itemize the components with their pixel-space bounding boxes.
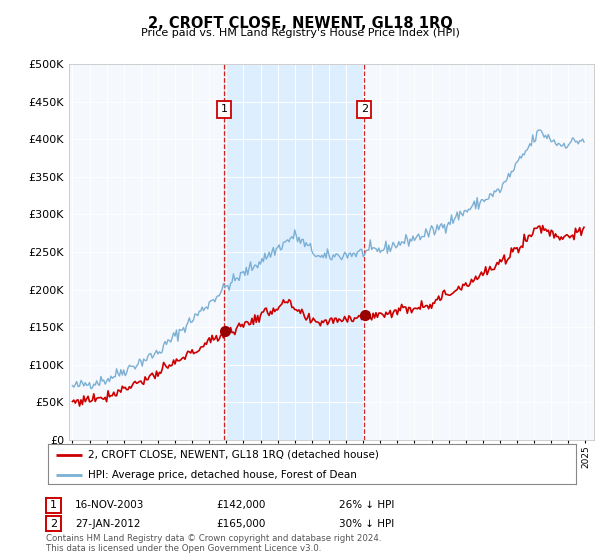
Text: £142,000: £142,000 [216,500,265,510]
Text: 2: 2 [361,104,368,114]
Text: Contains HM Land Registry data © Crown copyright and database right 2024.
This d: Contains HM Land Registry data © Crown c… [46,534,382,553]
Text: 16-NOV-2003: 16-NOV-2003 [75,500,145,510]
Text: Price paid vs. HM Land Registry's House Price Index (HPI): Price paid vs. HM Land Registry's House … [140,28,460,38]
Text: 27-JAN-2012: 27-JAN-2012 [75,519,140,529]
Text: 2, CROFT CLOSE, NEWENT, GL18 1RQ (detached house): 2, CROFT CLOSE, NEWENT, GL18 1RQ (detach… [88,450,379,460]
Text: 30% ↓ HPI: 30% ↓ HPI [339,519,394,529]
Text: 2, CROFT CLOSE, NEWENT, GL18 1RQ: 2, CROFT CLOSE, NEWENT, GL18 1RQ [148,16,452,31]
FancyBboxPatch shape [217,101,231,118]
Text: 1: 1 [50,501,57,510]
Bar [224,64,364,440]
Text: £165,000: £165,000 [216,519,265,529]
Text: HPI: Average price, detached house, Forest of Dean: HPI: Average price, detached house, Fore… [88,470,356,480]
Text: 2: 2 [50,519,57,529]
Text: 26% ↓ HPI: 26% ↓ HPI [339,500,394,510]
FancyBboxPatch shape [358,101,371,118]
Text: 1: 1 [221,104,228,114]
